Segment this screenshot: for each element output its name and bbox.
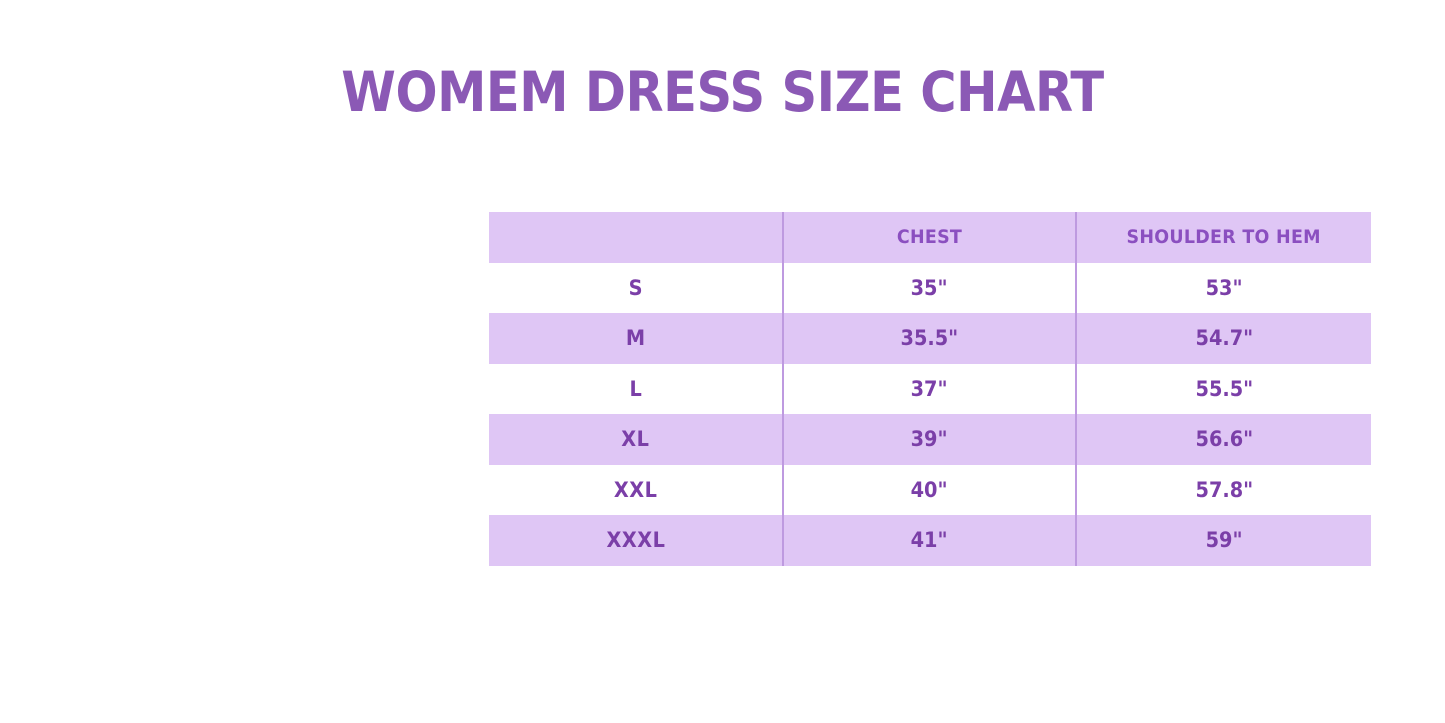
- cell-shoulder-to-hem: 59": [1075, 515, 1371, 566]
- page-title: WOMEM DRESS SIZE CHART: [341, 60, 1104, 124]
- cell-size-value: L: [629, 376, 642, 401]
- cell-shoulder-to-hem-value: 59": [1205, 528, 1243, 553]
- size-chart-table: CHEST SHOULDER TO HEM S 35" 53": [489, 212, 1371, 566]
- cell-shoulder-to-hem-value: 53": [1205, 275, 1243, 300]
- cell-shoulder-to-hem: 54.7": [1075, 313, 1371, 364]
- cell-chest: 41": [782, 515, 1076, 566]
- cell-chest-value: 35.5": [900, 326, 959, 351]
- column-header-shoulder-to-hem-label: SHOULDER TO HEM: [1126, 226, 1322, 249]
- cell-chest: 40": [782, 464, 1076, 515]
- table-row: XXL 40" 57.8": [489, 464, 1371, 516]
- cell-size-value: S: [628, 275, 643, 300]
- cell-size-value: M: [625, 326, 646, 351]
- cell-size-value: XXL: [613, 477, 658, 502]
- table-row: XL 39" 56.6": [489, 414, 1371, 465]
- cell-size: M: [489, 313, 783, 364]
- table-row: L 37" 55.5": [489, 363, 1371, 415]
- cell-shoulder-to-hem-value: 55.5": [1195, 376, 1253, 401]
- table-row: S 35" 53": [489, 262, 1371, 314]
- size-chart-table-container: CHEST SHOULDER TO HEM S 35" 53": [489, 212, 1371, 566]
- table-body: S 35" 53" M 35.5": [489, 262, 1371, 566]
- table-row: XXXL 41" 59": [489, 515, 1371, 566]
- cell-shoulder-to-hem-value: 57.8": [1195, 477, 1253, 502]
- cell-size-value: XXXL: [606, 528, 665, 553]
- column-header-chest-label: CHEST: [896, 226, 963, 249]
- cell-size: XXL: [489, 465, 783, 516]
- cell-chest-value: 41": [911, 528, 948, 553]
- cell-size: XL: [489, 414, 783, 465]
- column-header-chest: CHEST: [782, 212, 1076, 263]
- cell-chest-value: 37": [911, 376, 948, 401]
- cell-chest: 35": [782, 262, 1076, 313]
- cell-chest-value: 35": [911, 275, 948, 300]
- cell-shoulder-to-hem-value: 54.7": [1195, 326, 1253, 351]
- table-header: CHEST SHOULDER TO HEM: [489, 212, 1371, 263]
- table-header-row: CHEST SHOULDER TO HEM: [489, 212, 1371, 263]
- cell-chest-value: 39": [911, 427, 948, 452]
- cell-size: S: [489, 263, 783, 314]
- cell-size: XXXL: [489, 515, 783, 566]
- cell-size: L: [489, 364, 783, 415]
- table-row: M 35.5" 54.7": [489, 313, 1371, 364]
- cell-shoulder-to-hem-value: 56.6": [1195, 427, 1253, 452]
- cell-shoulder-to-hem: 55.5": [1075, 363, 1371, 414]
- cell-size-value: XL: [621, 427, 650, 452]
- cell-shoulder-to-hem: 57.8": [1075, 464, 1371, 515]
- cell-chest: 37": [782, 363, 1076, 414]
- column-header-shoulder-to-hem: SHOULDER TO HEM: [1075, 212, 1371, 263]
- cell-chest: 39": [782, 414, 1076, 465]
- cell-shoulder-to-hem: 56.6": [1075, 414, 1371, 465]
- cell-shoulder-to-hem: 53": [1075, 262, 1371, 313]
- cell-chest-value: 40": [911, 477, 948, 502]
- cell-chest: 35.5": [782, 313, 1076, 364]
- column-header-size: [489, 212, 783, 263]
